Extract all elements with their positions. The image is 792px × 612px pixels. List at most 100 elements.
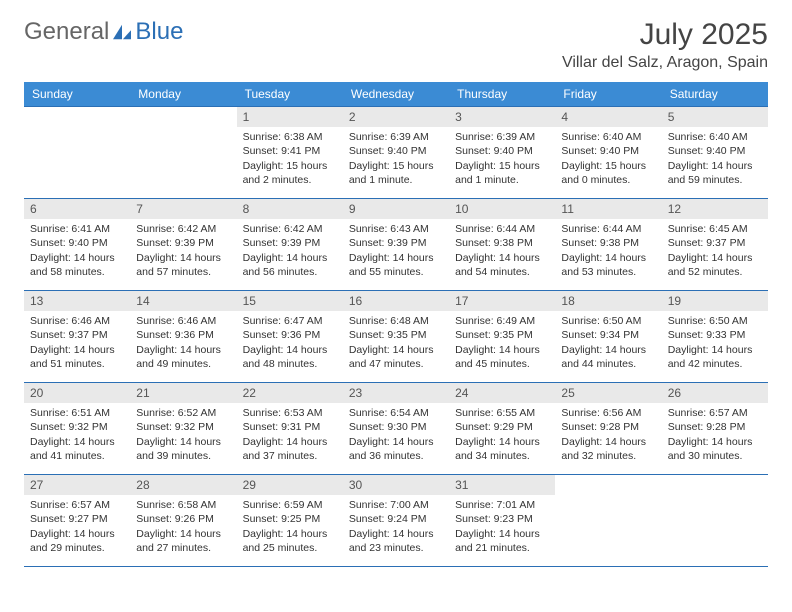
day-number: 14 (130, 291, 236, 311)
calendar-day-cell: 17Sunrise: 6:49 AMSunset: 9:35 PMDayligh… (449, 291, 555, 383)
sunset-text: Sunset: 9:24 PM (349, 512, 443, 526)
daylight-text: Daylight: 14 hours and 36 minutes. (349, 435, 443, 463)
calendar-day-cell: 15Sunrise: 6:47 AMSunset: 9:36 PMDayligh… (237, 291, 343, 383)
calendar-day-cell (662, 475, 768, 567)
brand-logo: General Blue (24, 18, 183, 46)
day-body: Sunrise: 6:54 AMSunset: 9:30 PMDaylight:… (343, 403, 449, 469)
daylight-text: Daylight: 14 hours and 34 minutes. (455, 435, 549, 463)
sunrise-text: Sunrise: 6:56 AM (561, 406, 655, 420)
sunrise-text: Sunrise: 6:46 AM (30, 314, 124, 328)
day-body: Sunrise: 7:01 AMSunset: 9:23 PMDaylight:… (449, 495, 555, 561)
day-body: Sunrise: 6:59 AMSunset: 9:25 PMDaylight:… (237, 495, 343, 561)
day-number: 2 (343, 107, 449, 127)
sunrise-text: Sunrise: 6:39 AM (349, 130, 443, 144)
calendar-day-cell (555, 475, 661, 567)
day-number: 13 (24, 291, 130, 311)
col-thursday: Thursday (449, 82, 555, 107)
sunrise-text: Sunrise: 6:50 AM (561, 314, 655, 328)
calendar-week-row: 6Sunrise: 6:41 AMSunset: 9:40 PMDaylight… (24, 199, 768, 291)
day-number: 20 (24, 383, 130, 403)
calendar-day-cell: 27Sunrise: 6:57 AMSunset: 9:27 PMDayligh… (24, 475, 130, 567)
daylight-text: Daylight: 14 hours and 55 minutes. (349, 251, 443, 279)
daylight-text: Daylight: 14 hours and 58 minutes. (30, 251, 124, 279)
sunrise-text: Sunrise: 6:53 AM (243, 406, 337, 420)
sunset-text: Sunset: 9:39 PM (136, 236, 230, 250)
sunset-text: Sunset: 9:27 PM (30, 512, 124, 526)
day-body: Sunrise: 6:48 AMSunset: 9:35 PMDaylight:… (343, 311, 449, 377)
sunset-text: Sunset: 9:37 PM (30, 328, 124, 342)
daylight-text: Daylight: 14 hours and 37 minutes. (243, 435, 337, 463)
day-body: Sunrise: 6:41 AMSunset: 9:40 PMDaylight:… (24, 219, 130, 285)
sunset-text: Sunset: 9:40 PM (349, 144, 443, 158)
sunset-text: Sunset: 9:39 PM (243, 236, 337, 250)
day-body: Sunrise: 6:46 AMSunset: 9:36 PMDaylight:… (130, 311, 236, 377)
sunset-text: Sunset: 9:40 PM (668, 144, 762, 158)
day-body: Sunrise: 6:44 AMSunset: 9:38 PMDaylight:… (555, 219, 661, 285)
sunrise-text: Sunrise: 6:38 AM (243, 130, 337, 144)
sunset-text: Sunset: 9:35 PM (349, 328, 443, 342)
day-number: 30 (343, 475, 449, 495)
calendar-day-cell: 19Sunrise: 6:50 AMSunset: 9:33 PMDayligh… (662, 291, 768, 383)
sunset-text: Sunset: 9:36 PM (136, 328, 230, 342)
day-number: 11 (555, 199, 661, 219)
sunrise-text: Sunrise: 6:59 AM (243, 498, 337, 512)
day-body: Sunrise: 6:43 AMSunset: 9:39 PMDaylight:… (343, 219, 449, 285)
sunrise-text: Sunrise: 6:41 AM (30, 222, 124, 236)
col-monday: Monday (130, 82, 236, 107)
day-number: 25 (555, 383, 661, 403)
daylight-text: Daylight: 14 hours and 32 minutes. (561, 435, 655, 463)
day-body: Sunrise: 6:49 AMSunset: 9:35 PMDaylight:… (449, 311, 555, 377)
sunrise-text: Sunrise: 6:45 AM (668, 222, 762, 236)
day-number: 9 (343, 199, 449, 219)
day-body: Sunrise: 6:42 AMSunset: 9:39 PMDaylight:… (130, 219, 236, 285)
day-number: 15 (237, 291, 343, 311)
sunrise-text: Sunrise: 6:40 AM (561, 130, 655, 144)
sunset-text: Sunset: 9:35 PM (455, 328, 549, 342)
sunrise-text: Sunrise: 6:44 AM (561, 222, 655, 236)
day-body: Sunrise: 6:40 AMSunset: 9:40 PMDaylight:… (555, 127, 661, 193)
sunrise-text: Sunrise: 6:44 AM (455, 222, 549, 236)
calendar-day-cell: 11Sunrise: 6:44 AMSunset: 9:38 PMDayligh… (555, 199, 661, 291)
day-body: Sunrise: 6:42 AMSunset: 9:39 PMDaylight:… (237, 219, 343, 285)
daylight-text: Daylight: 14 hours and 47 minutes. (349, 343, 443, 371)
calendar-day-cell: 8Sunrise: 6:42 AMSunset: 9:39 PMDaylight… (237, 199, 343, 291)
sunset-text: Sunset: 9:33 PM (668, 328, 762, 342)
sunset-text: Sunset: 9:38 PM (455, 236, 549, 250)
daylight-text: Daylight: 14 hours and 23 minutes. (349, 527, 443, 555)
daylight-text: Daylight: 14 hours and 39 minutes. (136, 435, 230, 463)
day-number: 12 (662, 199, 768, 219)
daylight-text: Daylight: 14 hours and 49 minutes. (136, 343, 230, 371)
day-body (24, 111, 130, 120)
sunset-text: Sunset: 9:40 PM (455, 144, 549, 158)
day-number: 6 (24, 199, 130, 219)
calendar-body: 1Sunrise: 6:38 AMSunset: 9:41 PMDaylight… (24, 107, 768, 567)
calendar-day-cell: 1Sunrise: 6:38 AMSunset: 9:41 PMDaylight… (237, 107, 343, 199)
daylight-text: Daylight: 15 hours and 1 minute. (349, 159, 443, 187)
sunrise-text: Sunrise: 6:57 AM (30, 498, 124, 512)
col-tuesday: Tuesday (237, 82, 343, 107)
sunset-text: Sunset: 9:23 PM (455, 512, 549, 526)
calendar-day-cell (130, 107, 236, 199)
day-number: 16 (343, 291, 449, 311)
day-body: Sunrise: 6:55 AMSunset: 9:29 PMDaylight:… (449, 403, 555, 469)
day-body: Sunrise: 6:40 AMSunset: 9:40 PMDaylight:… (662, 127, 768, 193)
sunset-text: Sunset: 9:28 PM (561, 420, 655, 434)
sunrise-text: Sunrise: 6:49 AM (455, 314, 549, 328)
day-number: 18 (555, 291, 661, 311)
col-saturday: Saturday (662, 82, 768, 107)
sunset-text: Sunset: 9:37 PM (668, 236, 762, 250)
calendar-day-cell: 22Sunrise: 6:53 AMSunset: 9:31 PMDayligh… (237, 383, 343, 475)
daylight-text: Daylight: 14 hours and 48 minutes. (243, 343, 337, 371)
daylight-text: Daylight: 14 hours and 53 minutes. (561, 251, 655, 279)
calendar-day-cell: 18Sunrise: 6:50 AMSunset: 9:34 PMDayligh… (555, 291, 661, 383)
sunrise-text: Sunrise: 6:52 AM (136, 406, 230, 420)
daylight-text: Daylight: 14 hours and 44 minutes. (561, 343, 655, 371)
day-body: Sunrise: 6:39 AMSunset: 9:40 PMDaylight:… (449, 127, 555, 193)
sunrise-text: Sunrise: 6:42 AM (136, 222, 230, 236)
day-body: Sunrise: 6:57 AMSunset: 9:27 PMDaylight:… (24, 495, 130, 561)
col-wednesday: Wednesday (343, 82, 449, 107)
sunrise-text: Sunrise: 6:55 AM (455, 406, 549, 420)
sunset-text: Sunset: 9:41 PM (243, 144, 337, 158)
daylight-text: Daylight: 14 hours and 25 minutes. (243, 527, 337, 555)
sunrise-text: Sunrise: 6:48 AM (349, 314, 443, 328)
